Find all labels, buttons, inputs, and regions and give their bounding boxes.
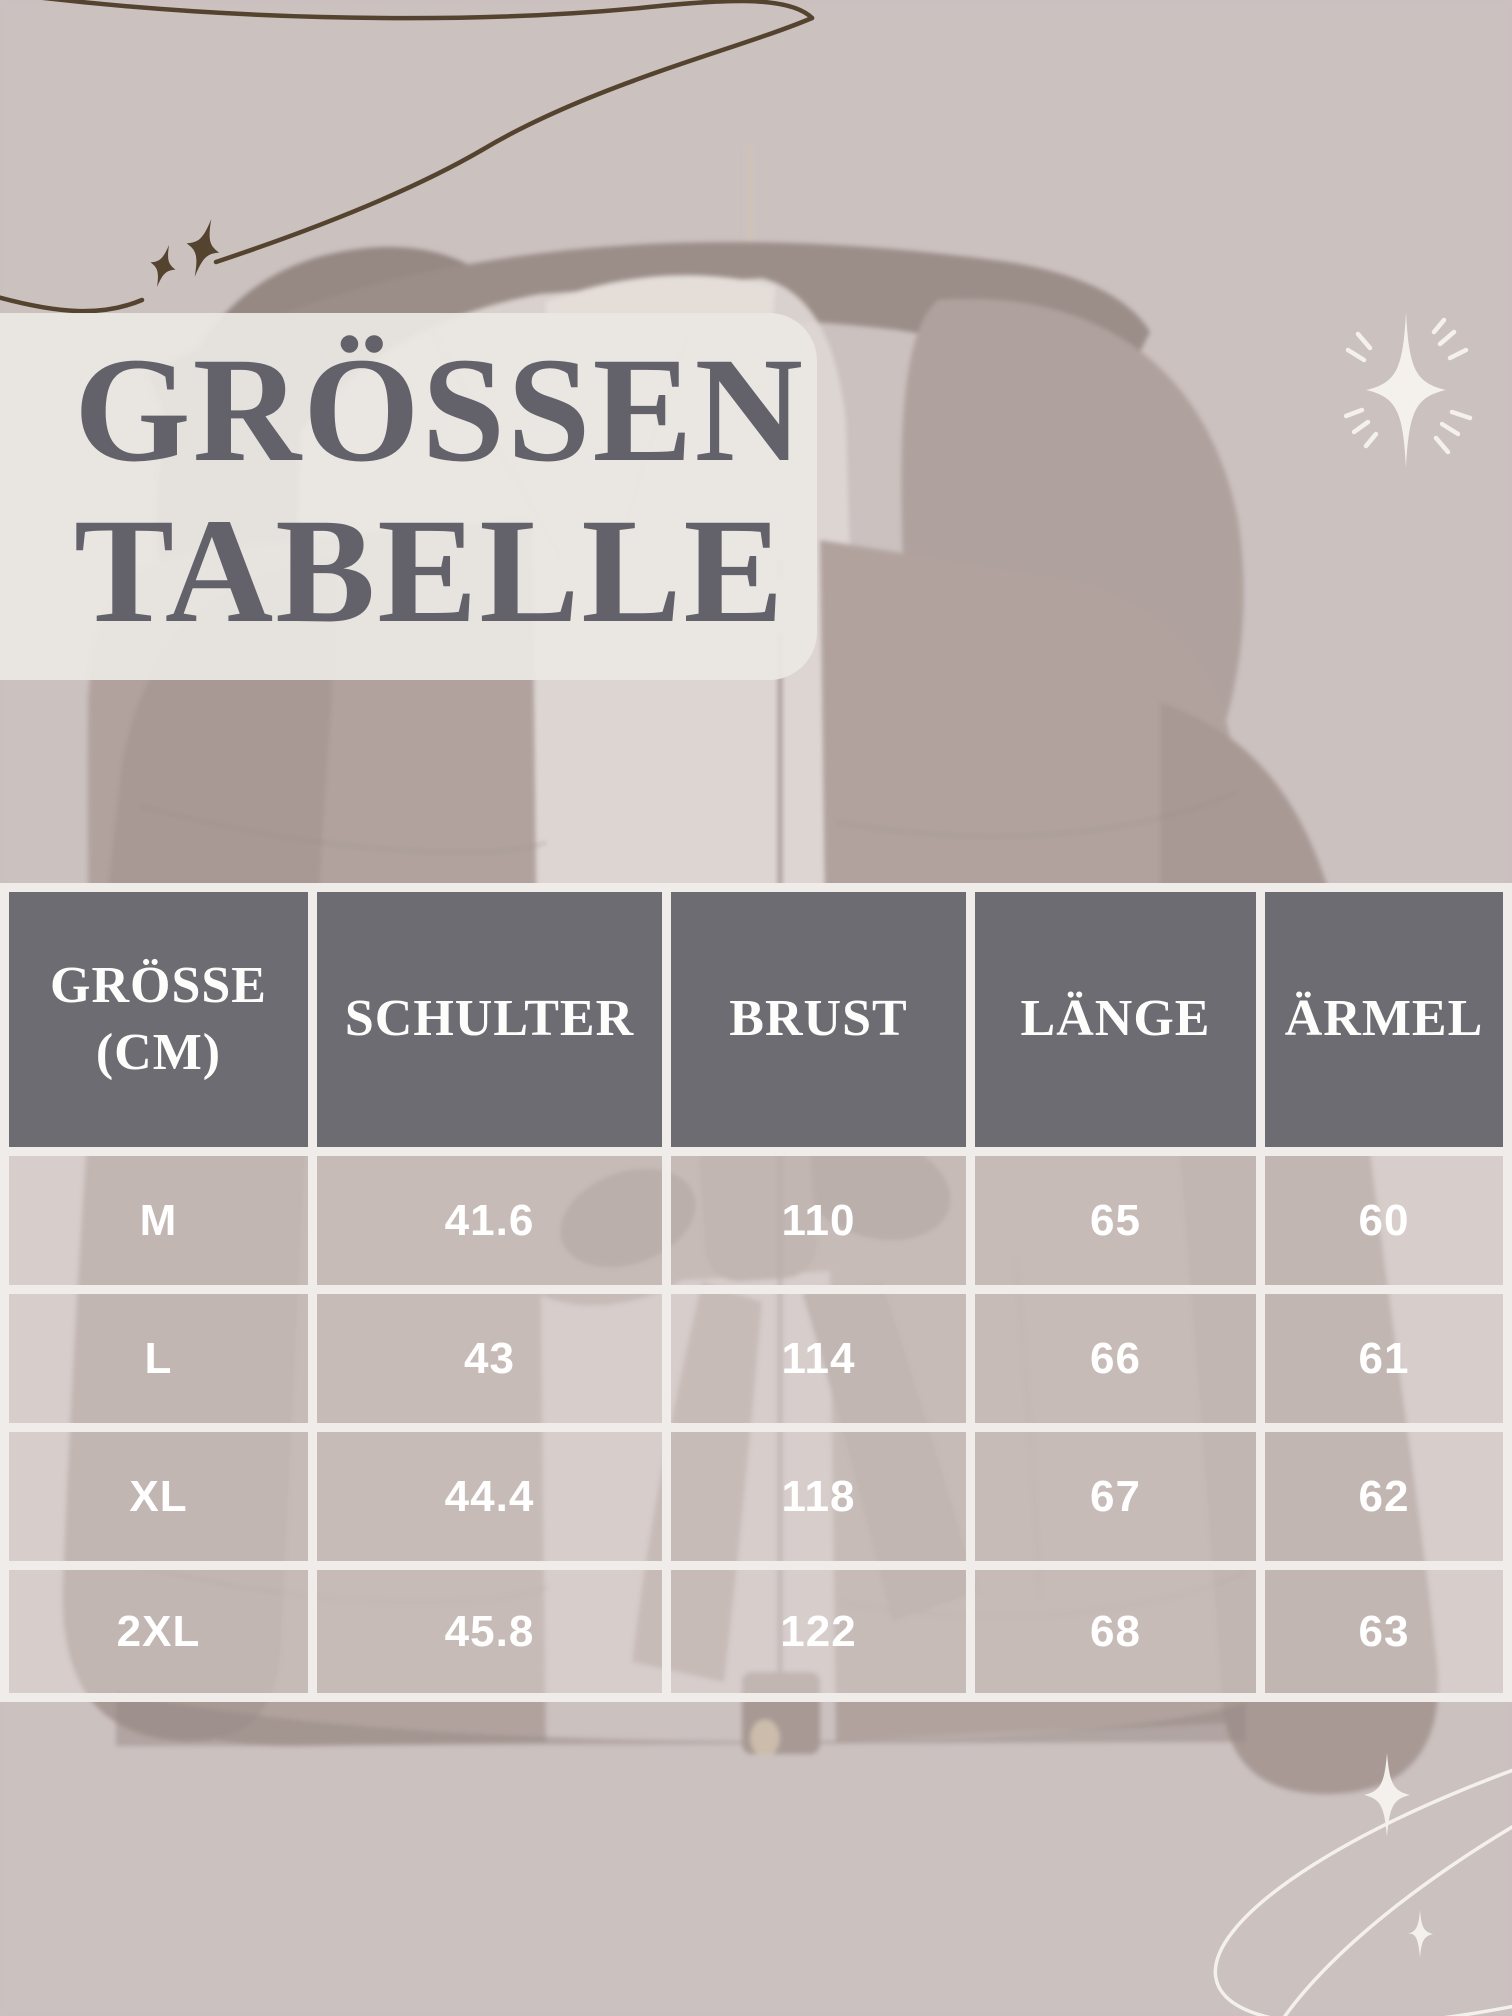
cell-l-brust: 114 bbox=[671, 1294, 966, 1423]
cell-xl-schulter: 44.4 bbox=[317, 1432, 662, 1561]
header-cell-aermel: ÄRMEL bbox=[1265, 892, 1503, 1147]
cell-2xl-brust: 122 bbox=[671, 1570, 966, 1693]
cell-size-l: L bbox=[9, 1294, 308, 1423]
sparkle-icon bbox=[1407, 1910, 1433, 1958]
header-cell-groesse: GRÖSSE (CM) bbox=[9, 892, 308, 1147]
title-card bbox=[0, 313, 817, 680]
page-title-line2: TABELLE bbox=[74, 488, 786, 654]
cell-m-aermel: 60 bbox=[1265, 1156, 1503, 1285]
sparkle-icon bbox=[186, 219, 220, 277]
sparkle-star-icon bbox=[1343, 312, 1473, 468]
size-table: GRÖSSE (CM) SCHULTER BRUST LÄNGE ÄRMEL M… bbox=[0, 883, 1512, 1702]
cell-size-xl: XL bbox=[9, 1432, 308, 1561]
cell-size-2xl: 2XL bbox=[9, 1570, 308, 1693]
cell-l-schulter: 43 bbox=[317, 1294, 662, 1423]
cell-xl-brust: 118 bbox=[671, 1432, 966, 1561]
header-cell-schulter: SCHULTER bbox=[317, 892, 662, 1147]
arc-line-decoration bbox=[0, 0, 815, 314]
page-title-line1: GRÖSSEN bbox=[74, 327, 805, 493]
cell-m-schulter: 41.6 bbox=[317, 1156, 662, 1285]
cell-xl-aermel: 62 bbox=[1265, 1432, 1503, 1561]
sparkle-icon bbox=[150, 244, 176, 288]
cell-m-laenge: 65 bbox=[975, 1156, 1256, 1285]
cell-l-laenge: 66 bbox=[975, 1294, 1256, 1423]
cell-size-m: M bbox=[9, 1156, 308, 1285]
sparkle-icon bbox=[1364, 1753, 1410, 1837]
hanger-strap bbox=[746, 145, 753, 295]
cell-2xl-schulter: 45.8 bbox=[317, 1570, 662, 1693]
cell-2xl-aermel: 63 bbox=[1265, 1570, 1503, 1693]
header-cell-brust: BRUST bbox=[671, 892, 966, 1147]
page-title: GRÖSSEN TABELLE bbox=[74, 330, 805, 652]
cell-2xl-laenge: 68 bbox=[975, 1570, 1256, 1693]
cell-m-brust: 110 bbox=[671, 1156, 966, 1285]
cell-l-aermel: 61 bbox=[1265, 1294, 1503, 1423]
cell-xl-laenge: 67 bbox=[975, 1432, 1256, 1561]
header-cell-laenge: LÄNGE bbox=[975, 892, 1256, 1147]
hood-side bbox=[901, 298, 1244, 965]
